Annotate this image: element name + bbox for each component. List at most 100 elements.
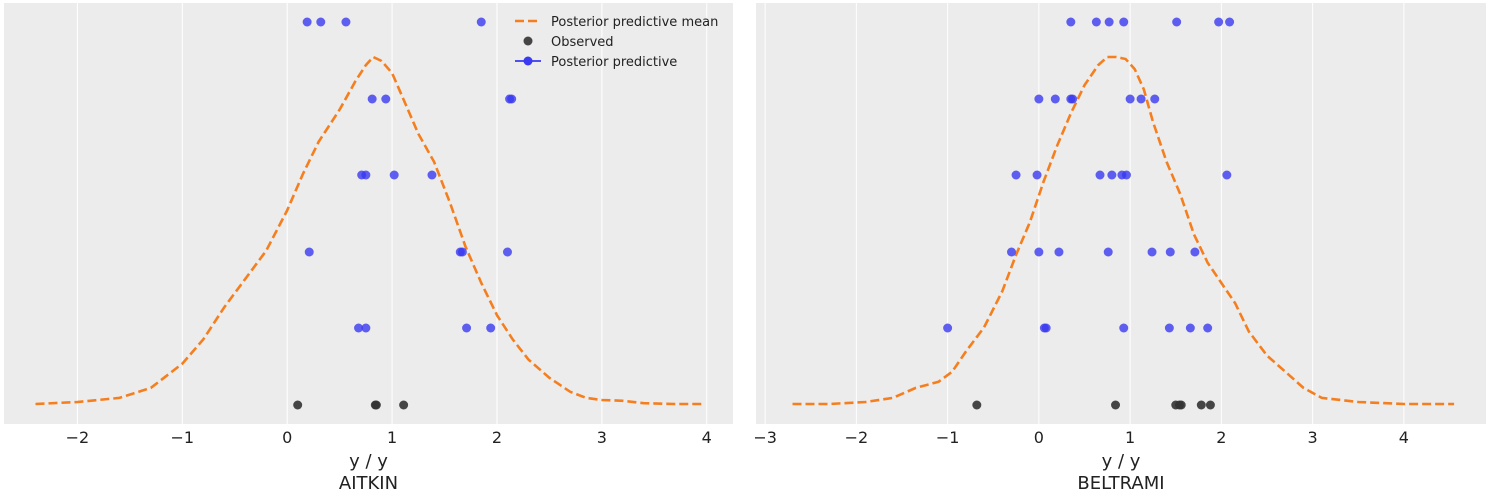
observed-series <box>293 400 409 410</box>
posterior-predictive-mean-series <box>35 55 702 406</box>
posterior-predictive-point <box>361 323 371 333</box>
x-tick-label: −3 <box>753 428 777 447</box>
posterior-predictive-point <box>1119 323 1129 333</box>
posterior-predictive-point <box>1068 94 1078 104</box>
legend-label-observed: Observed <box>551 35 614 50</box>
posterior-predictive-mean-line <box>35 55 702 406</box>
panel-title: AITKIN <box>339 473 398 494</box>
posterior-predictive-point <box>1125 94 1135 104</box>
panel-aitkin: −2 −1 0 1 2 3 4 y / y AITKIN <box>4 3 733 494</box>
posterior-predictive-point <box>476 17 486 27</box>
posterior-predictive-point <box>316 17 326 27</box>
x-axis-label: y / y <box>1102 451 1141 472</box>
x-axis-ticks: −3 −2 −1 0 1 2 3 4 <box>753 428 1409 447</box>
x-tick-label: 2 <box>492 428 502 447</box>
posterior-predictive-point <box>1107 170 1117 180</box>
posterior-predictive-point <box>1119 17 1129 27</box>
posterior-predictive-point <box>486 323 496 333</box>
posterior-predictive-series <box>302 17 517 333</box>
legend-observed-swatch <box>523 36 533 46</box>
x-tick-label: −2 <box>845 428 869 447</box>
legend: Posterior predictive mean Observed Poste… <box>515 15 718 70</box>
x-axis-ticks: −2 −1 0 1 2 3 4 <box>66 428 712 447</box>
gridlines <box>764 3 1405 424</box>
posterior-predictive-series <box>943 17 1235 333</box>
x-tick-label: −2 <box>66 428 90 447</box>
observed-point <box>1176 400 1186 410</box>
posterior-predictive-point <box>457 247 467 257</box>
posterior-predictive-point <box>1203 323 1213 333</box>
posterior-predictive-point <box>1185 323 1195 333</box>
posterior-predictive-point <box>302 17 312 27</box>
x-tick-label: 1 <box>1125 428 1135 447</box>
posterior-predictive-point <box>1214 17 1224 27</box>
x-tick-label: 0 <box>1034 428 1044 447</box>
posterior-predictive-point <box>1164 323 1174 333</box>
posterior-predictive-mean-series <box>792 55 1455 406</box>
observed-series <box>972 400 1215 410</box>
posterior-predictive-point <box>462 323 472 333</box>
posterior-predictive-point <box>304 247 314 257</box>
posterior-predictive-point <box>367 94 377 104</box>
plot-area-background <box>4 3 733 424</box>
observed-point <box>371 400 381 410</box>
x-tick-label: 3 <box>1308 428 1318 447</box>
x-tick-label: 4 <box>1399 428 1409 447</box>
posterior-predictive-point <box>1136 94 1146 104</box>
posterior-predictive-point <box>1034 94 1044 104</box>
posterior-predictive-point <box>1007 247 1016 257</box>
posterior-predictive-point <box>1165 247 1175 257</box>
legend-predictive-swatch-marker <box>523 56 533 66</box>
posterior-predictive-point <box>502 247 512 257</box>
observed-point <box>293 400 303 410</box>
x-tick-label: 2 <box>1216 428 1226 447</box>
posterior-predictive-point <box>1104 17 1114 27</box>
observed-point <box>399 400 409 410</box>
posterior-predictive-point <box>507 94 517 104</box>
posterior-predictive-point <box>1032 170 1042 180</box>
posterior-predictive-point <box>1054 247 1064 257</box>
posterior-predictive-point <box>361 170 371 180</box>
panel-title: BELTRAMI <box>1077 473 1164 494</box>
posterior-predictive-point <box>341 17 351 27</box>
posterior-predictive-mean-line <box>792 55 1455 406</box>
gridlines <box>76 3 708 424</box>
observed-point <box>972 400 982 410</box>
legend-label-mean: Posterior predictive mean <box>551 15 718 30</box>
posterior-predictive-point <box>1011 170 1021 180</box>
x-tick-label: 3 <box>597 428 607 447</box>
posterior-predictive-point <box>1103 247 1113 257</box>
observed-point <box>1196 400 1206 410</box>
plot-area-background <box>756 3 1486 424</box>
posterior-predictive-point <box>1121 170 1131 180</box>
posterior-predictive-point <box>1190 247 1200 257</box>
legend-label-predictive: Posterior predictive <box>551 55 677 70</box>
posterior-predictive-point <box>1041 323 1051 333</box>
posterior-predictive-point <box>1066 17 1076 27</box>
posterior-predictive-point <box>354 323 364 333</box>
x-tick-label: −1 <box>171 428 195 447</box>
posterior-predictive-point <box>1172 17 1182 27</box>
posterior-predictive-point <box>943 323 953 333</box>
posterior-predictive-point <box>427 170 437 180</box>
observed-point <box>1205 400 1215 410</box>
posterior-predictive-point <box>1050 94 1060 104</box>
posterior-predictive-point <box>1222 170 1232 180</box>
posterior-predictive-point <box>1091 17 1101 27</box>
posterior-predictive-point <box>381 94 391 104</box>
x-tick-label: 0 <box>282 428 292 447</box>
posterior-predictive-point <box>1150 94 1160 104</box>
posterior-predictive-point <box>1225 17 1235 27</box>
posterior-predictive-point <box>389 170 399 180</box>
observed-point <box>1111 400 1121 410</box>
posterior-predictive-point <box>1147 247 1157 257</box>
x-tick-label: 1 <box>387 428 397 447</box>
posterior-predictive-point <box>1034 247 1044 257</box>
posterior-predictive-point <box>1095 170 1105 180</box>
x-tick-label: 4 <box>702 428 712 447</box>
x-axis-label: y / y <box>349 451 388 472</box>
panel-beltrami: −3 −2 −1 0 1 2 3 4 y / y BELTRAMI <box>753 3 1486 494</box>
x-tick-label: −1 <box>936 428 960 447</box>
